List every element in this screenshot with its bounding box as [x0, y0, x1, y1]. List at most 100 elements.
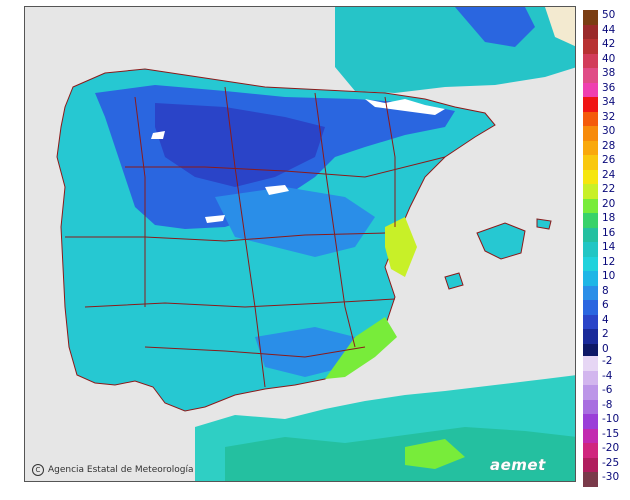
legend-label: -4 [602, 369, 613, 382]
legend-swatch [583, 285, 598, 301]
legend-label: 32 [602, 110, 616, 123]
legend-entry: 40 [583, 53, 629, 69]
legend-entry: -2 [583, 356, 629, 371]
sierra-nevada-area [255, 327, 355, 377]
legend-entry: 30 [583, 126, 629, 141]
legend-entry: 18 [583, 213, 629, 228]
legend-entry: -15 [583, 427, 629, 444]
legend-swatch [583, 443, 598, 458]
legend-label: 10 [602, 270, 616, 282]
legend-entry: 28 [583, 140, 629, 156]
legend-swatch [583, 53, 598, 69]
legend-entry: 4 [583, 313, 629, 330]
legend-swatch [583, 385, 598, 400]
legend-label: 24 [602, 168, 616, 181]
legend-entry: -30 [583, 472, 629, 487]
legend-label: 42 [602, 38, 616, 50]
legend-swatch [583, 198, 598, 214]
legend-entry: -4 [583, 369, 629, 386]
legend-label: -6 [602, 384, 613, 396]
legend-label: 18 [602, 212, 616, 224]
menorca [536, 218, 552, 230]
legend-swatch [583, 414, 598, 429]
legend-entry: 14 [583, 242, 629, 257]
legend-entry: 0 [583, 342, 629, 359]
legend-label: -25 [602, 456, 620, 469]
legend-entry: 42 [583, 39, 629, 54]
legend-entry: -6 [583, 385, 629, 400]
legend-label: 6 [602, 299, 609, 311]
legend-swatch [583, 300, 598, 315]
legend-swatch [583, 370, 598, 386]
legend-label: 12 [602, 255, 616, 268]
legend-label: -15 [602, 427, 620, 440]
legend-swatch [583, 155, 598, 170]
gredos-snow [265, 185, 289, 195]
legend-swatch [583, 472, 598, 487]
legend-label: 0 [602, 342, 609, 355]
credit-line: C Agencia Estatal de Meteorología [32, 464, 194, 476]
legend-entry: 44 [583, 23, 629, 40]
legend-swatch [583, 399, 598, 415]
legend-swatch [583, 169, 598, 185]
legend-label: -10 [602, 413, 620, 425]
legend-entry: 16 [583, 227, 629, 243]
northeast-corner [545, 7, 575, 47]
ibiza [444, 272, 464, 290]
legend-entry: 12 [583, 255, 629, 272]
legend-swatch [583, 227, 598, 243]
legend-entry: 8 [583, 284, 629, 301]
legend-entry: 6 [583, 300, 629, 315]
legend-label: 2 [602, 328, 609, 340]
sierra-snow [205, 215, 225, 223]
legend-entry: -20 [583, 443, 629, 458]
legend-label: 36 [602, 81, 616, 94]
legend-label: 14 [602, 241, 616, 253]
legend-swatch [583, 126, 598, 141]
legend-entry: 20 [583, 197, 629, 214]
legend-swatch [583, 428, 598, 444]
legend-entry: 34 [583, 97, 629, 112]
alps-cold-area [455, 7, 535, 47]
legend-swatch [583, 24, 598, 40]
legend-entry: 10 [583, 271, 629, 286]
pyrenees-snow [365, 99, 445, 115]
legend-swatch [583, 68, 598, 83]
map-canvas [25, 7, 575, 481]
legend-label: -2 [602, 355, 613, 367]
castilla-cold-core [155, 103, 325, 187]
legend-swatch [583, 140, 598, 156]
legend-swatch [583, 10, 598, 25]
temperature-map [24, 6, 576, 482]
legend-label: -20 [602, 442, 620, 454]
legend-swatch [583, 111, 598, 127]
legend-swatch [583, 271, 598, 286]
legend-label: -8 [602, 398, 613, 411]
mallorca [476, 222, 526, 260]
region-borders [65, 86, 446, 388]
legend-swatch [583, 457, 598, 473]
legend-swatch [583, 242, 598, 257]
legend-entry: -25 [583, 456, 629, 473]
legend-entry: 24 [583, 168, 629, 185]
legend-label: 38 [602, 67, 616, 79]
legend-swatch [583, 356, 598, 371]
north-africa-hot [405, 439, 465, 469]
legend-label: 4 [602, 313, 609, 326]
legend-label: 20 [602, 197, 616, 210]
legend-label: 44 [602, 23, 616, 36]
legend-label: 8 [602, 284, 609, 297]
legend-label: 26 [602, 154, 616, 166]
legend-entry: 2 [583, 329, 629, 344]
legend-swatch [583, 329, 598, 344]
legend-entry: 22 [583, 184, 629, 199]
legend-entry: 38 [583, 68, 629, 83]
legend-entry: 32 [583, 110, 629, 127]
legend-swatch [583, 256, 598, 272]
north-africa-warm [225, 427, 575, 481]
legend-entry: 36 [583, 81, 629, 98]
legend-label: 22 [602, 183, 616, 195]
legend-swatch [583, 184, 598, 199]
legend-label: 34 [602, 96, 616, 108]
aemet-logo: aemet [490, 456, 546, 474]
